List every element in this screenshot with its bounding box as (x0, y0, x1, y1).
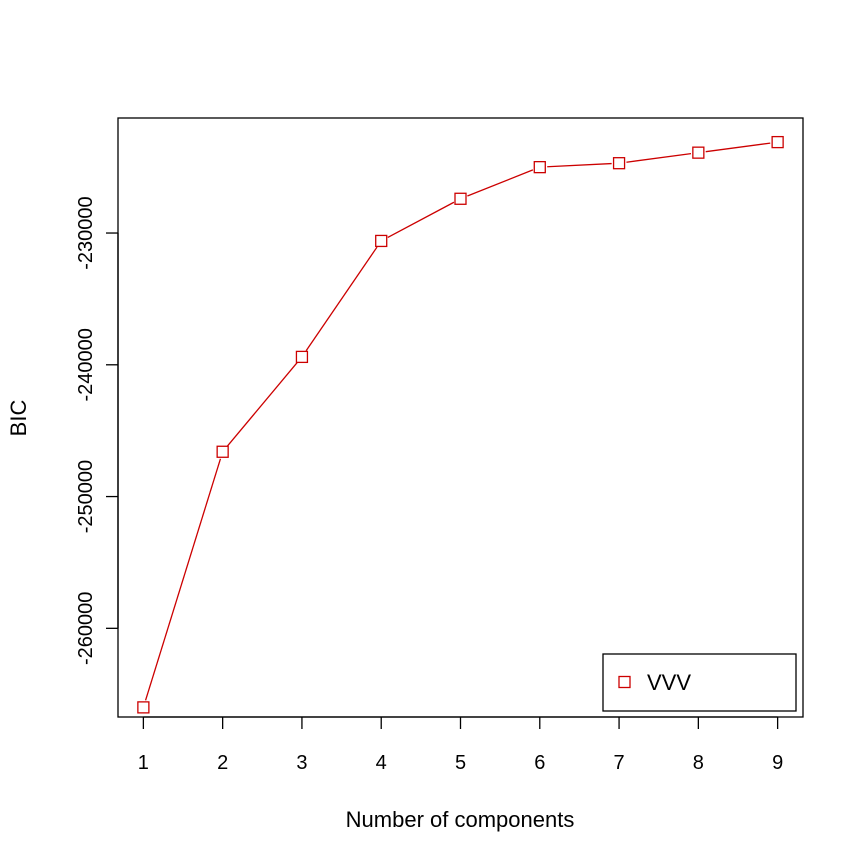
y-tick-label: -260000 (75, 592, 97, 665)
data-point (533, 160, 546, 174)
data-point (375, 234, 388, 248)
x-tick-label: 2 (217, 752, 228, 774)
x-tick-label: 6 (534, 752, 545, 774)
series-layer (137, 135, 784, 714)
data-point (771, 135, 784, 149)
legend-label-vvv: VVV (647, 670, 691, 695)
series-line-segment (547, 162, 612, 168)
x-axis: 1 2 3 4 5 6 7 8 9 (138, 716, 783, 774)
data-point (295, 350, 309, 364)
series-line-segment (226, 362, 298, 447)
y-tick-label: -250000 (75, 460, 97, 533)
y-axis-title: BIC (6, 400, 31, 437)
x-tick-label: 3 (296, 752, 307, 774)
x-tick-label: 8 (693, 752, 704, 774)
x-tick-label: 7 (614, 752, 625, 774)
legend-marker-vvv (618, 675, 631, 689)
data-point (612, 157, 626, 170)
series-line-segment (144, 458, 222, 701)
x-axis-title: Number of components (346, 807, 575, 832)
x-tick-label: 1 (138, 752, 149, 774)
data-point (692, 146, 705, 159)
y-axis: -260000 -250000 -240000 -230000 (75, 196, 119, 665)
x-tick-label: 4 (376, 752, 387, 774)
series-line-segment (387, 201, 455, 239)
series-line-segment (705, 142, 771, 153)
series-line-segment (626, 152, 692, 163)
y-tick-label: -240000 (75, 328, 97, 401)
x-tick-label: 9 (772, 752, 783, 774)
legend: VVV (602, 653, 797, 712)
data-point (216, 445, 229, 458)
plot-frame (117, 117, 804, 718)
x-tick-label: 5 (455, 752, 466, 774)
y-tick-label: -230000 (75, 196, 97, 269)
data-point (137, 701, 150, 714)
series-line-segment (305, 246, 378, 352)
data-point (454, 192, 467, 205)
legend-box (602, 653, 797, 712)
series-line-segment (467, 169, 534, 197)
